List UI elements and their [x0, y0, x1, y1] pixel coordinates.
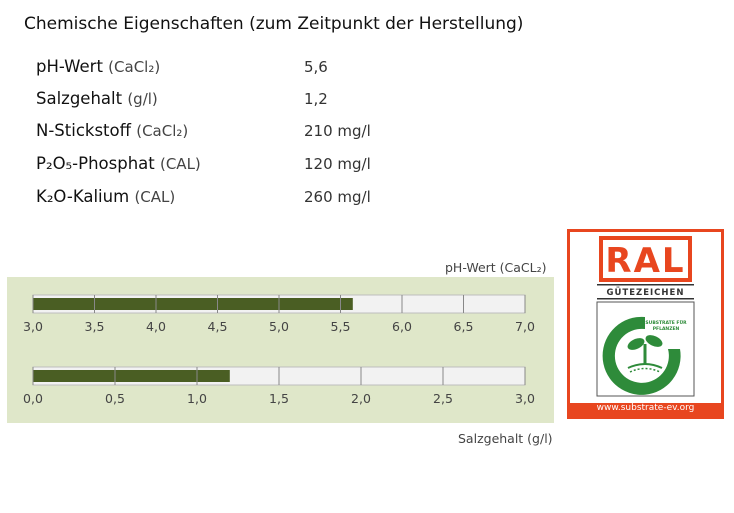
svg-text:GÜTEZEICHEN: GÜTEZEICHEN: [607, 287, 685, 298]
ph-tick-label: 7,0: [515, 319, 535, 334]
ph-tick-label: 3,5: [85, 319, 105, 334]
ph-tick-label: 4,5: [208, 319, 228, 334]
property-name: P₂O₅-Phosphat (CAL): [36, 154, 201, 173]
section-heading: Chemische Eigenschaften (zum Zeitpunkt d…: [24, 14, 524, 34]
ph-tick-label: 5,5: [331, 319, 351, 334]
property-row-potassium: K₂O-Kalium (CAL) 260 mg/l: [36, 187, 456, 213]
ph-tick-label: 6,5: [454, 319, 474, 334]
property-row-phosphate: P₂O₅-Phosphat (CAL) 120 mg/l: [36, 154, 456, 180]
property-value: 260 mg/l: [304, 188, 371, 206]
ph-tick-label: 6,0: [392, 319, 412, 334]
property-value: 1,2: [304, 90, 328, 108]
property-name: Salzgehalt (g/l): [36, 89, 158, 108]
property-name: K₂O-Kalium (CAL): [36, 187, 176, 206]
property-row-ph: pH-Wert (CaCl₂) 5,6: [36, 57, 456, 83]
salt-tick-label: 2,5: [433, 391, 453, 406]
ph-bar: [33, 298, 353, 310]
svg-text:RAL: RAL: [605, 241, 685, 281]
ral-url: www.substrate-ev.org: [596, 403, 695, 413]
salt-tick-label: 2,0: [351, 391, 371, 406]
ph-tick-label: 4,0: [146, 319, 166, 334]
salt-tick-label: 0,0: [23, 391, 43, 406]
ral-seal: RAL GÜTEZEICHEN SUBSTRATE FÜR PFLANZEN w…: [567, 229, 724, 419]
salt-tick-label: 1,0: [187, 391, 207, 406]
property-value: 5,6: [304, 58, 328, 76]
property-value: 120 mg/l: [304, 155, 371, 173]
property-name: N-Stickstoff (CaCl₂): [36, 121, 189, 140]
property-name: pH-Wert (CaCl₂): [36, 57, 161, 76]
salt-tick-label: 1,5: [269, 391, 289, 406]
ph-gauge-title: pH-Wert (CaCL₂): [445, 260, 547, 275]
salt-gauge-title: Salzgehalt (g/l): [458, 431, 553, 446]
property-row-salt: Salzgehalt (g/l) 1,2: [36, 89, 456, 115]
ph-tick-label: 5,0: [269, 319, 289, 334]
gauge-chart: 3,0 3,5 4,0 4,5 5,0 5,5 6,0 6,5 7,0 0,0 0,5 1,0 1,5 2…: [23, 294, 535, 406]
gauge-panel: 3,0 3,5 4,0 4,5 5,0 5,5 6,0 6,5 7,0 0,0 0,5 1,0 1,5 2…: [7, 277, 554, 423]
property-value: 210 mg/l: [304, 122, 371, 140]
salt-tick-label: 0,5: [105, 391, 125, 406]
salt-bar: [33, 370, 230, 382]
svg-text:PFLANZEN: PFLANZEN: [653, 326, 680, 332]
ph-tick-label: 3,0: [23, 319, 43, 334]
ral-logo-icon: RAL GÜTEZEICHEN SUBSTRATE FÜR PFLANZEN: [596, 236, 695, 397]
property-row-nitrogen: N-Stickstoff (CaCl₂) 210 mg/l: [36, 121, 456, 147]
svg-text:SUBSTRATE FÜR: SUBSTRATE FÜR: [645, 319, 687, 326]
salt-tick-label: 3,0: [515, 391, 535, 406]
